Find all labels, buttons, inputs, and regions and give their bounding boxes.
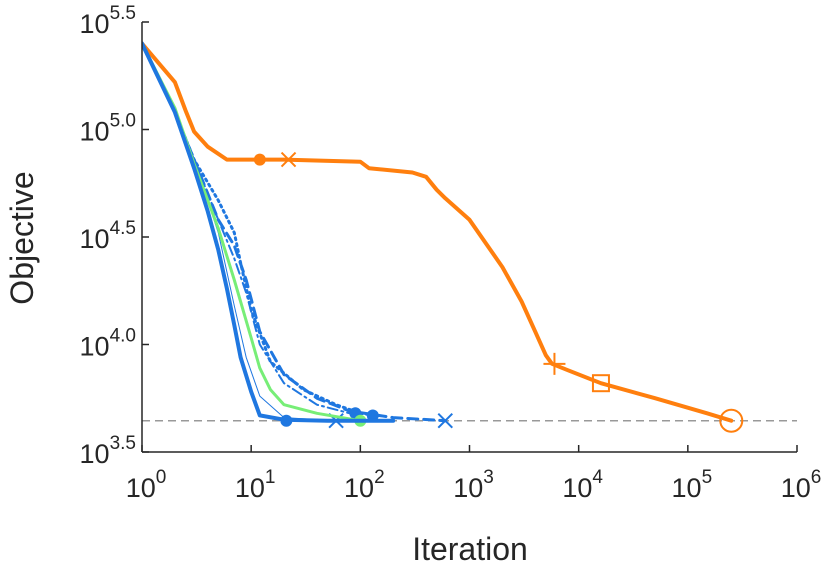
y-axis-label: Objective [4, 171, 40, 304]
plot-area [142, 41, 797, 433]
x-tick-base-0: 10 [126, 473, 156, 503]
x-tick-exponent-1: 1 [265, 467, 276, 488]
x-tick-base-4: 10 [562, 473, 592, 503]
y-tick-label-2: 104.5 [80, 218, 136, 254]
x-tick-base-6: 10 [781, 473, 811, 503]
series-line-4 [142, 42, 362, 415]
y-tick-base-3: 10 [80, 116, 110, 146]
series-1-marker-1-dot [253, 153, 266, 166]
y-tick-exponent-4: 5.5 [110, 3, 136, 24]
x-tick-label-2: 102 [344, 467, 385, 503]
y-tick-exponent-3: 5.0 [110, 110, 136, 131]
series-1-marker-2-x [280, 151, 297, 168]
x-tick-label-0: 100 [126, 467, 167, 503]
x-tick-label-3: 103 [453, 467, 494, 503]
y-tick-label-1: 104.0 [80, 325, 136, 361]
y-tick-base-2: 10 [80, 224, 110, 254]
series-1-marker-3-plus [543, 352, 566, 375]
series-1-marker-5-circle [719, 408, 744, 433]
x-tick-exponent-3: 3 [483, 467, 494, 488]
y-tick-label-3: 105.0 [80, 110, 136, 146]
x-tick-base-5: 10 [672, 473, 702, 503]
series-7-marker-1-dot [280, 414, 293, 427]
y-tick-base-1: 10 [80, 331, 110, 361]
x-tick-label-6: 106 [781, 467, 822, 503]
y-tick-exponent-1: 4.0 [110, 325, 136, 346]
series-line-1 [142, 41, 734, 423]
y-tick-base-0: 10 [80, 439, 110, 469]
series-line-6 [142, 42, 362, 423]
y-tick-exponent-0: 3.5 [110, 433, 136, 454]
x-tick-base-3: 10 [453, 473, 483, 503]
x-tick-exponent-2: 2 [374, 467, 385, 488]
series-2-marker-1-dot [366, 409, 379, 422]
x-tick-exponent-5: 5 [702, 467, 713, 488]
series-1-marker-2-x-stroke-b [280, 151, 297, 168]
x-tick-base-1: 10 [235, 473, 265, 503]
x-tick-label-5: 105 [672, 467, 713, 503]
series-line-3 [142, 42, 447, 423]
x-tick-exponent-0: 0 [156, 467, 167, 488]
y-tick-label-4: 105.5 [80, 3, 136, 39]
x-tick-label-4: 104 [562, 467, 603, 503]
y-tick-exponent-2: 4.5 [110, 218, 136, 239]
axes: 100 101 102 103 104 105 106103.5104.0104.5105.… [80, 3, 822, 503]
series-3-marker-1-x [437, 413, 453, 429]
x-tick-exponent-4: 4 [592, 467, 603, 488]
x-tick-label-1: 101 [235, 467, 276, 503]
series-1-marker-4-square [591, 374, 610, 393]
x-axis-label: Iteration [412, 531, 528, 567]
x-tick-base-2: 10 [344, 473, 374, 503]
x-tick-exponent-6: 6 [811, 467, 822, 488]
y-tick-base-4: 10 [80, 9, 110, 39]
series-line-2 [142, 42, 378, 417]
series-3-marker-1-x-stroke-b [437, 413, 453, 429]
y-tick-label-0: 103.5 [80, 433, 136, 469]
